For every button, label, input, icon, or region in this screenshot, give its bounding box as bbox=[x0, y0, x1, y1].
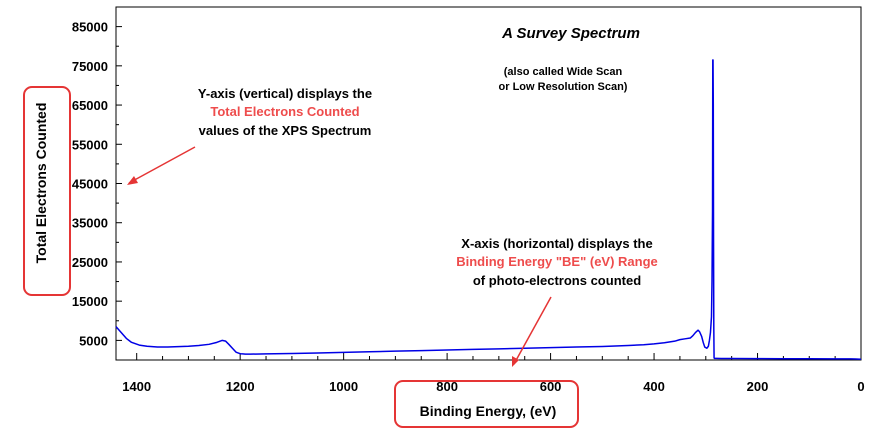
y-axis-ticks: 5000 15000 25000 35000 45000 55000 65000 75000 8… bbox=[72, 6, 122, 361]
y-axis-title: Total Electrons Counted bbox=[33, 103, 49, 264]
x-tick-label: 800 bbox=[436, 379, 458, 394]
y-tick-label: 55000 bbox=[72, 137, 108, 152]
y-note-arrow bbox=[128, 146, 196, 184]
x-tick-label: 400 bbox=[643, 379, 665, 394]
y-note-line-1: Y-axis (vertical) displays the bbox=[198, 86, 372, 101]
y-axis-annotation: Y-axis (vertical) displays the Total Ele… bbox=[198, 86, 372, 138]
x-tick-label: 200 bbox=[747, 379, 769, 394]
x-axis-title-highlight bbox=[394, 380, 579, 428]
x-tick-label: 1200 bbox=[226, 379, 255, 394]
y-tick-label: 75000 bbox=[72, 59, 108, 74]
x-tick-label: 0 bbox=[857, 379, 864, 394]
x-note-line-1: X-axis (horizontal) displays the bbox=[461, 236, 652, 251]
x-axis-title: Binding Energy, (eV) bbox=[420, 403, 557, 419]
chart-subtitle-line-2: or Low Resolution Scan) bbox=[499, 81, 628, 93]
x-note-arrow bbox=[513, 296, 552, 365]
chart-subtitle-line-1: (also called Wide Scan bbox=[504, 66, 623, 78]
y-axis-title-highlight bbox=[23, 86, 71, 296]
y-tick-label: 65000 bbox=[72, 98, 108, 113]
y-note-line-3: values of the XPS Spectrum bbox=[199, 123, 372, 138]
y-tick-label: 45000 bbox=[72, 177, 108, 192]
x-tick-label: 1400 bbox=[122, 379, 151, 394]
series-layer bbox=[115, 59, 862, 360]
plot-frame bbox=[115, 6, 862, 361]
y-tick-label: 15000 bbox=[72, 294, 108, 309]
y-note-line-2: Total Electrons Counted bbox=[210, 104, 359, 119]
y-tick-label: 35000 bbox=[72, 216, 108, 231]
y-tick-label: 85000 bbox=[72, 20, 108, 35]
x-axis-ticks: 1400 1200 1000 800 600 400 200 0 bbox=[122, 353, 865, 394]
x-note-line-2: Binding Energy "BE" (eV) Range bbox=[456, 254, 658, 269]
x-tick-label: 1000 bbox=[329, 379, 358, 394]
y-note-arrowhead bbox=[127, 176, 138, 185]
chart-title: A Survey Spectrum bbox=[501, 25, 640, 42]
y-tick-label: 5000 bbox=[79, 333, 108, 348]
x-axis-annotation: X-axis (horizontal) displays the Binding… bbox=[456, 236, 658, 288]
x-note-arrowhead bbox=[512, 356, 519, 367]
x-tick-label: 600 bbox=[540, 379, 562, 394]
series-line bbox=[115, 59, 862, 360]
x-note-line-3: of photo-electrons counted bbox=[473, 273, 641, 288]
y-tick-label: 25000 bbox=[72, 255, 108, 270]
